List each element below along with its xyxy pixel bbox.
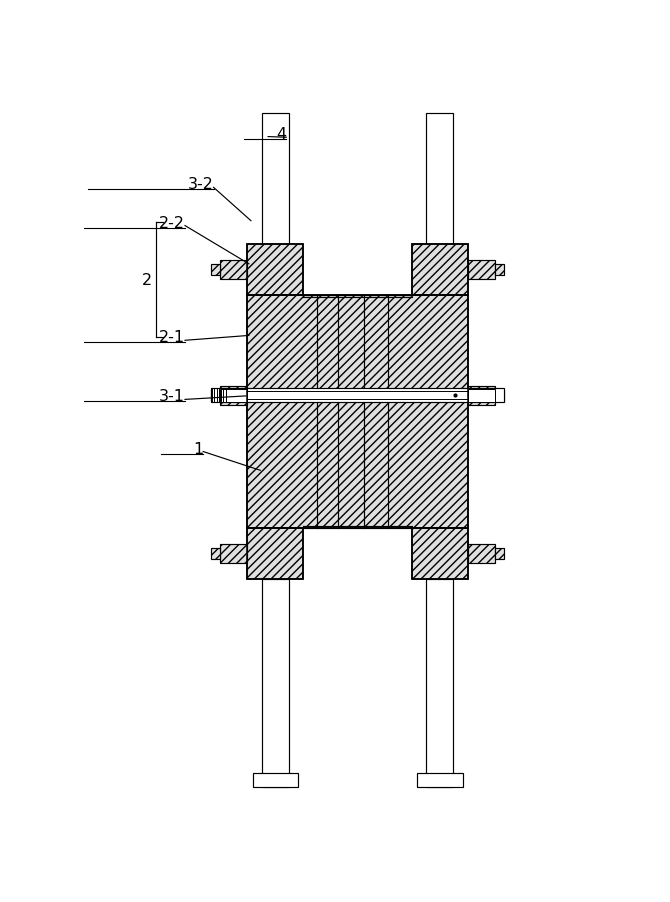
- Text: 2: 2: [142, 272, 152, 288]
- Text: 2-2: 2-2: [159, 216, 185, 230]
- Bar: [427, 579, 454, 787]
- Bar: [468, 390, 495, 402]
- Bar: [220, 544, 247, 564]
- Bar: [427, 114, 454, 245]
- Bar: [247, 245, 304, 296]
- Bar: [262, 114, 289, 245]
- Text: 2-1: 2-1: [159, 330, 185, 345]
- Bar: [412, 245, 468, 296]
- Bar: [412, 529, 468, 579]
- Bar: [220, 261, 247, 281]
- Bar: [220, 386, 247, 406]
- Bar: [211, 265, 220, 276]
- Bar: [468, 386, 495, 406]
- Bar: [247, 296, 468, 529]
- Bar: [211, 548, 220, 559]
- Bar: [495, 391, 505, 401]
- Bar: [247, 245, 304, 296]
- Text: 3-1: 3-1: [159, 389, 185, 404]
- Bar: [247, 529, 304, 579]
- Bar: [468, 261, 495, 281]
- Bar: [211, 389, 505, 403]
- Bar: [412, 529, 468, 579]
- Bar: [417, 774, 463, 787]
- Bar: [412, 245, 468, 296]
- Bar: [247, 391, 468, 400]
- Bar: [495, 265, 505, 276]
- Bar: [220, 390, 247, 402]
- Bar: [253, 774, 298, 787]
- Text: 4: 4: [276, 127, 286, 143]
- Bar: [247, 296, 468, 529]
- Text: 3-2: 3-2: [188, 177, 214, 192]
- Bar: [468, 544, 495, 564]
- Bar: [495, 548, 505, 559]
- Text: 1: 1: [193, 441, 203, 456]
- Bar: [211, 391, 220, 401]
- Bar: [247, 529, 304, 579]
- Bar: [262, 579, 289, 787]
